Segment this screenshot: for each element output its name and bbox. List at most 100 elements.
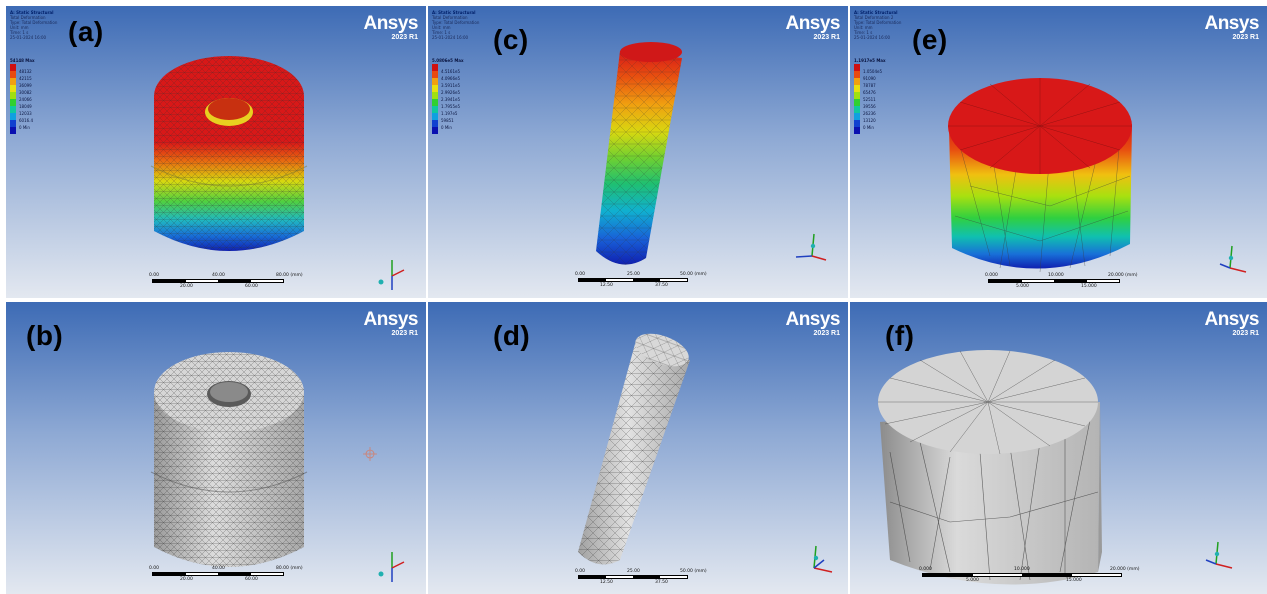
scale-tick: 25.00 <box>627 272 640 277</box>
legend-value: 0 Min <box>19 125 30 130</box>
legend-color-band <box>432 127 438 134</box>
coordinate-triad-icon <box>813 545 833 573</box>
brand-name: Ansys <box>1204 13 1259 34</box>
hollow-cylinder-contour-model <box>150 56 308 251</box>
legend-color-band <box>10 92 16 99</box>
legend-value: 2.9926e5 <box>441 90 461 95</box>
legend-color-band <box>854 78 860 85</box>
brand-version: 2023 R1 <box>813 34 840 41</box>
ansys-brand: Ansys 2023 R1 <box>785 14 840 41</box>
legend-value: 0 Min <box>441 125 452 130</box>
legend-max: 1.1917e5 Max <box>854 58 886 63</box>
legend-value: 30082 <box>19 90 32 95</box>
legend-color-band <box>432 85 438 92</box>
scale-tick: 0.000 <box>985 273 998 278</box>
short-cylinder-mesh-model <box>878 350 1102 585</box>
legend-value: 78787 <box>863 83 876 88</box>
scale-tick: 0.00 <box>149 273 160 278</box>
brand-version: 2023 R1 <box>1232 330 1259 337</box>
info-line: Total Deformation 2 <box>854 15 894 20</box>
legend-value: 1.0504e5 <box>863 69 883 74</box>
legend-max: 54148 Max <box>10 58 35 63</box>
info-line: Unit: mm <box>432 25 451 30</box>
info-line: Type: Total Deformation <box>854 20 902 25</box>
legend-value: 12033 <box>19 111 32 116</box>
legend-color-band <box>432 64 438 71</box>
panel-label: (e) <box>912 24 948 55</box>
scale-tick: 40.00 <box>212 566 225 571</box>
crosshair-icon <box>363 447 377 461</box>
result-info: A: Static Structural Total Deformation 2… <box>854 10 901 40</box>
legend-value: 1.197e5 <box>441 111 458 116</box>
result-info: A: Static Structural Total Deformation T… <box>10 10 57 40</box>
scale-tick: 10.000 <box>1014 567 1030 572</box>
legend-color-band <box>10 99 16 106</box>
brand-name: Ansys <box>363 13 418 34</box>
legend-value: 39556 <box>863 104 876 109</box>
scale-tick: 60.00 <box>245 284 258 289</box>
legend-color-band <box>854 120 860 127</box>
scale-tick: 60.00 <box>245 577 258 582</box>
legend-color-band <box>854 106 860 113</box>
scale-bar-segments <box>152 572 284 576</box>
ansys-brand: Ansys 2023 R1 <box>785 310 840 337</box>
legend-color-band <box>432 106 438 113</box>
scale-tick: 37.50 <box>655 580 668 585</box>
legend-bands <box>854 64 860 134</box>
legend-color-band <box>10 127 16 134</box>
legend-value: 24066 <box>19 97 32 102</box>
legend-color-band <box>432 99 438 106</box>
legend-color-band <box>432 78 438 85</box>
scale-bar-segments <box>922 573 1122 577</box>
legend-value: 59851 <box>441 118 454 123</box>
ansys-brand: Ansys 2023 R1 <box>363 14 418 41</box>
panel-b-mesh-hollow-cylinder: (b) Ansys 2023 R1 0.00 40.00 80.00 (mm) … <box>6 302 426 594</box>
info-line: 25-01-2024 16:00 <box>10 35 47 40</box>
scale-tick: 20.00 <box>180 284 193 289</box>
info-line: Unit: mm <box>10 25 29 30</box>
legend-color-band <box>854 113 860 120</box>
panel-a-deformation-hollow-cylinder: (a) Ansys 2023 R1 A: Static Structural T… <box>6 6 426 298</box>
scale-tick: 0.00 <box>575 272 586 277</box>
ansys-brand: Ansys 2023 R1 <box>1204 310 1259 337</box>
solid-rod-mesh-model <box>578 333 690 565</box>
scale-tick: 0.00 <box>575 569 586 574</box>
brand-version: 2023 R1 <box>813 330 840 337</box>
scale-bar-segments <box>152 279 284 283</box>
coordinate-triad-icon <box>1205 541 1233 569</box>
ansys-brand: Ansys 2023 R1 <box>363 310 418 337</box>
legend-value: 6016.4 <box>19 118 33 123</box>
solid-rod-contour-model <box>596 42 682 265</box>
panel-f-mesh-short-cylinder: (f) Ansys 2023 R1 0.000 10.000 20.000 (m… <box>850 302 1267 594</box>
info-line: Time: 1 s <box>854 30 873 35</box>
legend-max: 5.0806e5 Max <box>432 58 464 63</box>
brand-name: Ansys <box>785 13 840 34</box>
scale-tick: 5.000 <box>1016 284 1029 289</box>
scale-bar-segments <box>578 278 688 282</box>
legend-value: 26236 <box>863 111 876 116</box>
legend-value: 1.7955e5 <box>441 104 461 109</box>
scale-tick: 12.50 <box>600 580 613 585</box>
legend-color-band <box>10 64 16 71</box>
panel-label: (f) <box>885 320 915 351</box>
legend-value: 91090 <box>863 76 876 81</box>
legend-value: 4.0966e5 <box>441 76 461 81</box>
brand-name: Ansys <box>363 309 418 330</box>
legend-color-band <box>854 127 860 134</box>
legend-color-band <box>854 92 860 99</box>
info-line: 25-01-2024 16:00 <box>432 35 469 40</box>
legend-color-band <box>432 113 438 120</box>
legend-color-band <box>432 92 438 99</box>
info-line: Total Deformation <box>432 15 468 20</box>
analysis-title: A: Static Structural <box>10 10 54 15</box>
brand-version: 2023 R1 <box>391 34 418 41</box>
panel-c-deformation-solid-rod: (c) Ansys 2023 R1 A: Static Structural T… <box>428 6 848 298</box>
legend-color-band <box>854 99 860 106</box>
analysis-title: A: Static Structural <box>432 10 476 15</box>
coordinate-triad-icon <box>1219 245 1247 273</box>
info-line: Unit: mm <box>854 25 873 30</box>
legend-color-band <box>10 113 16 120</box>
legend-color-band <box>854 71 860 78</box>
info-line: 25-01-2024 16:00 <box>854 35 891 40</box>
legend-color-band <box>10 71 16 78</box>
